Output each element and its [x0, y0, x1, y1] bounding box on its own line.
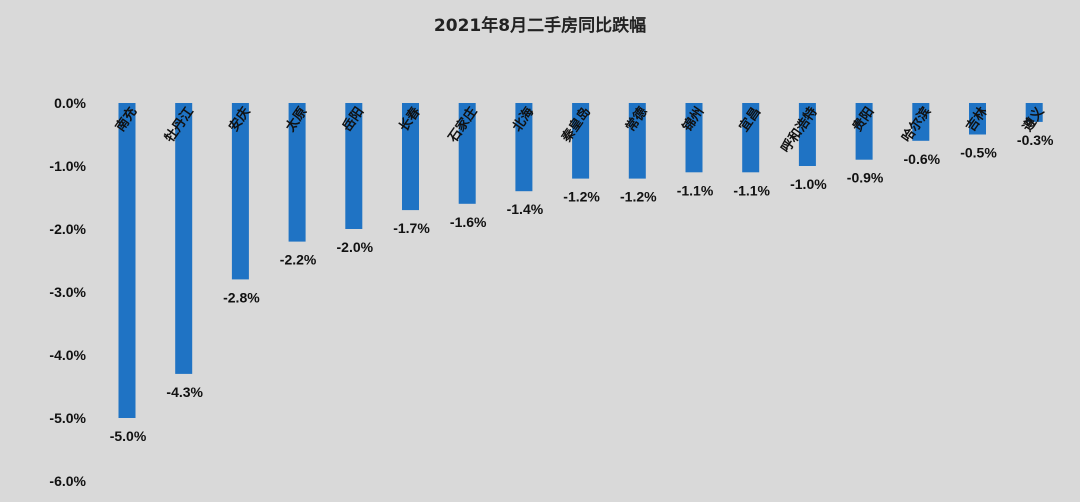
data-label: -1.1%	[733, 182, 770, 198]
y-tick-label: -3.0%	[49, 284, 86, 300]
bar	[685, 103, 703, 173]
data-label: -0.9%	[847, 170, 884, 186]
y-tick-label: -4.0%	[49, 347, 86, 363]
bar	[118, 103, 136, 418]
data-label: -1.2%	[563, 189, 600, 205]
data-label: -1.7%	[393, 220, 430, 236]
data-label: -1.4%	[507, 201, 544, 217]
y-tick-label: 0.0%	[54, 95, 86, 111]
category-label: 锦州	[679, 104, 707, 134]
category-label: 吉林	[963, 104, 991, 134]
bar	[628, 103, 646, 179]
bar	[798, 103, 816, 166]
y-tick-label: -1.0%	[49, 158, 86, 174]
bar	[855, 103, 873, 160]
bar	[742, 103, 760, 173]
y-tick-label: -6.0%	[49, 473, 86, 489]
category-label: 太原	[282, 104, 311, 135]
bar	[912, 103, 930, 141]
bar	[231, 103, 249, 280]
bar	[288, 103, 306, 242]
data-label: -2.2%	[280, 252, 317, 268]
bar-series	[118, 103, 1043, 418]
bar	[1025, 103, 1043, 122]
bar	[402, 103, 419, 211]
chart-title: 2021年8月二手房同比跌幅	[434, 15, 646, 36]
data-label: -2.8%	[223, 289, 260, 305]
category-label: 北海	[509, 104, 537, 134]
data-label: -0.3%	[1017, 132, 1054, 148]
bar	[515, 103, 533, 192]
category-label: 贵阳	[849, 104, 877, 134]
bar	[572, 103, 590, 179]
category-label: 遵义	[1019, 103, 1048, 134]
data-labels: -5.0% -4.3% -2.8% -2.2% -2.0% -1.7% -1.6% -1.4%…	[110, 132, 1054, 444]
data-label: -1.2%	[620, 189, 657, 205]
bar	[458, 103, 476, 204]
data-label: -0.6%	[904, 151, 941, 167]
data-label: -4.3%	[166, 384, 203, 400]
data-label: -1.1%	[677, 182, 714, 198]
data-label: -0.5%	[960, 145, 997, 161]
data-label: -1.6%	[450, 214, 487, 230]
bar	[969, 103, 986, 135]
y-tick-label: -2.0%	[49, 221, 86, 237]
category-label: 长春	[396, 103, 425, 134]
category-label: 岳阳	[340, 105, 367, 135]
category-label: 安庆	[226, 104, 254, 134]
data-label: -2.0%	[337, 239, 374, 255]
bar	[345, 103, 363, 229]
y-axis: 0.0% -1.0% -2.0% -3.0% -4.0% -5.0% -6.0%	[49, 95, 86, 489]
data-label: -1.0%	[790, 176, 827, 192]
category-label: 南充	[112, 104, 140, 134]
bar	[175, 103, 193, 374]
category-label: 常德	[623, 104, 651, 134]
y-tick-label: -5.0%	[49, 410, 86, 426]
category-label: 宜昌	[736, 104, 764, 134]
data-label: -5.0%	[110, 428, 147, 444]
